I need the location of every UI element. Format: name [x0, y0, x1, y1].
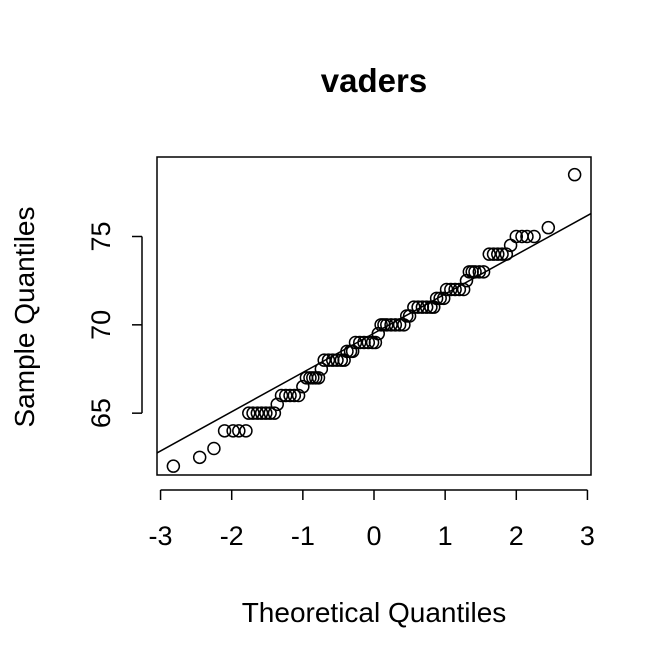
sample-point	[296, 379, 310, 394]
sample-point	[274, 388, 289, 403]
sample-point	[419, 300, 434, 314]
sample-point	[217, 424, 232, 438]
sample-point	[226, 424, 240, 438]
y-axis-label: Sample Quantiles	[9, 206, 40, 427]
sample-point	[311, 371, 326, 385]
sample-point	[348, 335, 363, 350]
sample-point	[468, 265, 482, 279]
sample-point	[491, 247, 505, 261]
sample-point	[263, 406, 277, 420]
chart-title: vaders	[321, 62, 427, 99]
x-tick-label: 0	[366, 521, 381, 551]
sample-point	[541, 220, 556, 235]
y-tick-label: 75	[86, 221, 116, 251]
sample-point	[291, 388, 306, 403]
x-tick-label: 1	[438, 521, 453, 551]
sample-point	[246, 406, 260, 420]
sample-point	[429, 291, 444, 306]
sample-point	[242, 406, 256, 420]
sample-point	[192, 450, 207, 465]
sample-point	[361, 335, 376, 350]
sample-point	[239, 424, 253, 438]
sample-point	[314, 362, 329, 376]
x-tick-label: -1	[291, 521, 315, 551]
sample-points	[166, 167, 582, 473]
sample-point	[495, 247, 509, 261]
sample-point	[388, 318, 403, 332]
sample-point	[259, 406, 273, 420]
sample-point	[407, 300, 421, 314]
sample-point	[472, 265, 487, 279]
sample-point	[452, 282, 467, 297]
y-tick-label: 70	[86, 310, 116, 340]
sample-point	[402, 309, 417, 323]
sample-point	[270, 397, 284, 412]
sample-point	[527, 229, 541, 244]
sample-point	[317, 353, 331, 367]
sample-point	[353, 335, 367, 350]
x-tick-label: -2	[220, 521, 244, 551]
sample-point	[337, 353, 351, 367]
sample-point	[321, 353, 336, 367]
sample-point	[340, 344, 354, 359]
x-tick-label: 2	[509, 521, 524, 551]
sample-point	[368, 335, 383, 350]
x-tick-label: -3	[149, 521, 173, 551]
sample-point	[380, 318, 394, 332]
sample-point	[345, 344, 360, 359]
sample-point	[207, 441, 221, 456]
sample-point	[279, 388, 293, 403]
x-axis-label: Theoretical Quantiles	[242, 597, 507, 628]
sample-point	[520, 229, 534, 244]
sample-point	[456, 282, 471, 297]
sample-point	[482, 247, 497, 261]
sample-point	[250, 406, 265, 420]
sample-point	[436, 291, 451, 306]
y-tick-label: 65	[86, 398, 116, 428]
sample-point	[267, 406, 282, 420]
y-axis: 65 70 75	[86, 221, 143, 428]
plot-frame	[156, 156, 592, 476]
sample-point	[283, 388, 297, 403]
sample-point	[476, 265, 491, 279]
sample-point	[567, 167, 582, 182]
sample-point	[444, 282, 458, 297]
x-axis: -3 -2 -1 0 1 2 3	[149, 489, 595, 551]
sample-point	[499, 247, 514, 261]
sample-point	[392, 318, 407, 332]
sample-point	[254, 406, 269, 420]
sample-point	[465, 265, 479, 279]
sample-point	[509, 229, 524, 244]
sample-point	[287, 388, 302, 403]
qq-reference-line	[156, 212, 592, 454]
sample-point	[448, 282, 462, 297]
sample-point	[232, 424, 246, 438]
sample-point	[330, 353, 344, 367]
sample-point	[486, 247, 501, 261]
sample-point	[433, 291, 447, 306]
sample-point	[439, 282, 454, 297]
sample-point	[384, 318, 398, 332]
sample-point	[166, 459, 181, 473]
sample-point	[427, 300, 441, 314]
qq-reference-line-layer	[156, 212, 592, 454]
x-tick-label: 3	[580, 521, 595, 551]
sample-point	[411, 300, 425, 314]
